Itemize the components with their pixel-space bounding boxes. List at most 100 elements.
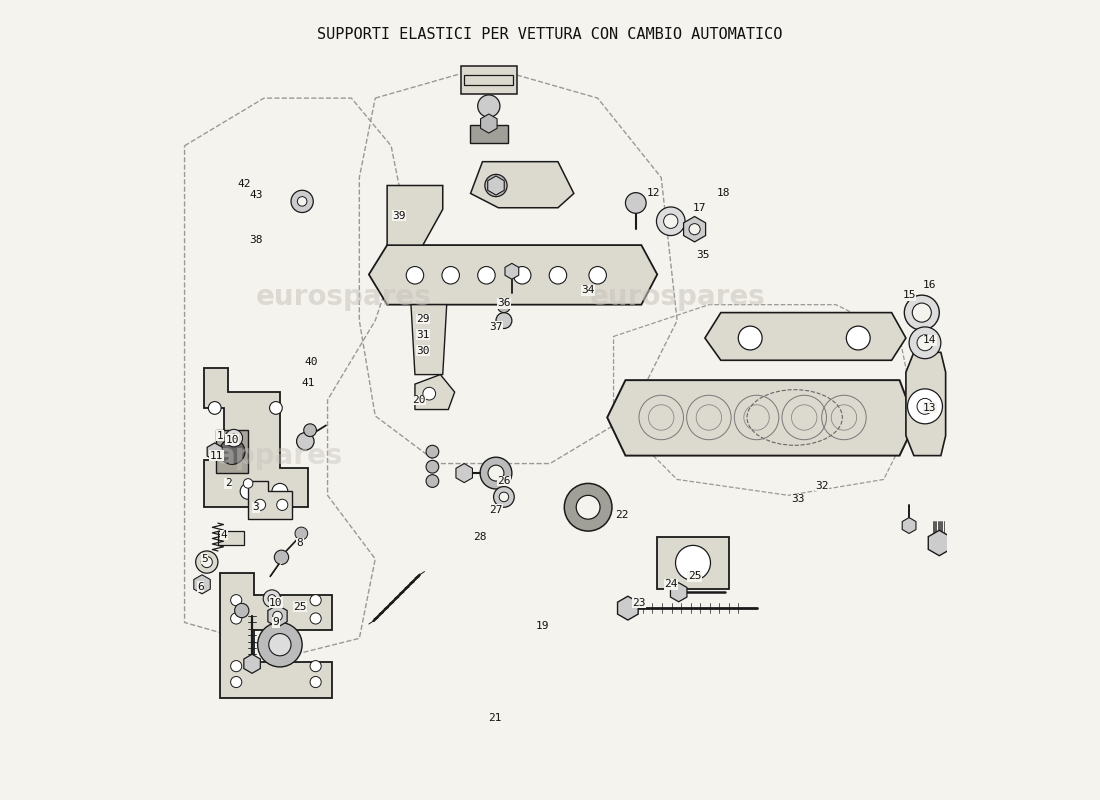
Polygon shape	[455, 463, 473, 482]
Bar	[217, 430, 249, 474]
Circle shape	[477, 266, 495, 284]
Circle shape	[499, 492, 508, 502]
Text: 1: 1	[217, 430, 223, 441]
Text: 41: 41	[301, 378, 315, 387]
Circle shape	[738, 326, 762, 350]
Circle shape	[295, 527, 308, 540]
Circle shape	[310, 677, 321, 687]
Text: 26: 26	[497, 476, 510, 486]
Text: 43: 43	[250, 190, 263, 200]
Text: 15: 15	[902, 290, 916, 300]
Circle shape	[277, 499, 288, 510]
Circle shape	[310, 661, 321, 672]
Circle shape	[273, 611, 283, 621]
Polygon shape	[268, 605, 287, 627]
Circle shape	[477, 95, 499, 117]
Polygon shape	[415, 374, 454, 410]
Circle shape	[496, 313, 512, 329]
Circle shape	[663, 214, 678, 229]
Circle shape	[564, 483, 612, 531]
Text: 34: 34	[582, 286, 595, 295]
Text: 17: 17	[693, 202, 706, 213]
Polygon shape	[411, 305, 447, 374]
Circle shape	[297, 433, 315, 450]
Text: 35: 35	[696, 250, 710, 261]
Polygon shape	[220, 573, 331, 698]
Circle shape	[310, 594, 321, 606]
Circle shape	[846, 326, 870, 350]
Text: 16: 16	[923, 280, 936, 290]
Text: 10: 10	[226, 434, 239, 445]
Text: 9: 9	[273, 618, 279, 627]
Text: 13: 13	[923, 403, 936, 413]
Text: 4: 4	[221, 530, 228, 540]
Text: 27: 27	[490, 505, 503, 514]
Text: 38: 38	[250, 234, 263, 245]
Circle shape	[310, 613, 321, 624]
Text: 6: 6	[197, 582, 204, 592]
Polygon shape	[471, 162, 574, 208]
Text: 31: 31	[416, 330, 430, 340]
Circle shape	[904, 295, 939, 330]
Circle shape	[231, 613, 242, 624]
Circle shape	[274, 550, 288, 565]
Circle shape	[272, 483, 288, 499]
Text: 22: 22	[615, 510, 628, 520]
Polygon shape	[683, 217, 705, 242]
Circle shape	[220, 439, 245, 464]
Circle shape	[230, 434, 238, 442]
Polygon shape	[207, 443, 222, 460]
Text: 5: 5	[201, 554, 208, 564]
Polygon shape	[487, 176, 504, 195]
Text: 29: 29	[416, 314, 430, 324]
Text: eurospares: eurospares	[590, 282, 766, 310]
Text: 18: 18	[716, 189, 730, 198]
Circle shape	[689, 224, 701, 234]
Circle shape	[626, 193, 646, 214]
Polygon shape	[205, 368, 308, 507]
Bar	[658, 537, 728, 589]
Text: appares: appares	[217, 442, 343, 470]
Text: 25: 25	[688, 571, 702, 582]
Circle shape	[201, 557, 212, 568]
Text: 2: 2	[224, 478, 232, 489]
Bar	[464, 75, 514, 85]
Circle shape	[304, 424, 317, 437]
Text: 14: 14	[923, 335, 936, 346]
Circle shape	[588, 266, 606, 284]
Polygon shape	[249, 481, 292, 519]
Polygon shape	[607, 380, 915, 456]
Circle shape	[422, 387, 436, 400]
Circle shape	[268, 634, 292, 656]
Text: 20: 20	[412, 395, 426, 405]
Circle shape	[912, 303, 932, 322]
Circle shape	[549, 266, 566, 284]
Circle shape	[292, 190, 313, 213]
Bar	[470, 125, 508, 142]
Polygon shape	[902, 518, 916, 534]
Text: 37: 37	[490, 322, 503, 332]
Circle shape	[480, 457, 512, 489]
Circle shape	[497, 300, 510, 313]
Circle shape	[208, 402, 221, 414]
Text: 33: 33	[791, 494, 804, 504]
Circle shape	[196, 551, 218, 573]
Text: 8: 8	[296, 538, 304, 548]
Circle shape	[297, 197, 307, 206]
Text: 28: 28	[473, 532, 487, 542]
Circle shape	[257, 622, 303, 667]
Text: 23: 23	[632, 598, 646, 607]
Circle shape	[268, 594, 276, 602]
Circle shape	[231, 594, 242, 606]
Polygon shape	[387, 186, 442, 245]
Circle shape	[426, 460, 439, 473]
Circle shape	[254, 499, 265, 510]
Polygon shape	[368, 245, 658, 305]
Text: 25: 25	[293, 602, 307, 611]
Circle shape	[514, 266, 531, 284]
Text: 11: 11	[210, 450, 223, 461]
Circle shape	[270, 402, 283, 414]
Polygon shape	[505, 263, 519, 279]
Text: 30: 30	[416, 346, 430, 356]
Circle shape	[488, 465, 504, 481]
